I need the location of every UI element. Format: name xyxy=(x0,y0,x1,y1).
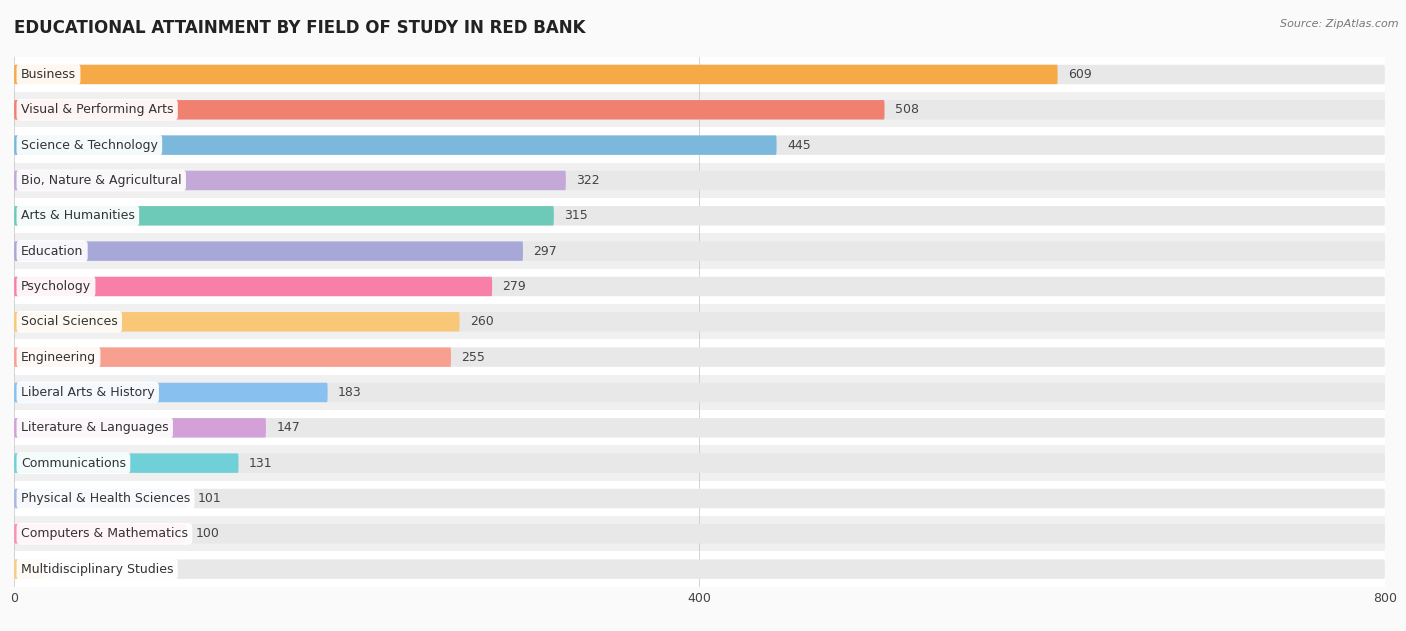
FancyBboxPatch shape xyxy=(14,206,1385,225)
FancyBboxPatch shape xyxy=(14,65,1385,84)
Text: EDUCATIONAL ATTAINMENT BY FIELD OF STUDY IN RED BANK: EDUCATIONAL ATTAINMENT BY FIELD OF STUDY… xyxy=(14,19,585,37)
Text: Education: Education xyxy=(21,245,83,257)
Text: 445: 445 xyxy=(787,139,811,151)
Text: Business: Business xyxy=(21,68,76,81)
FancyBboxPatch shape xyxy=(14,383,328,402)
Text: Visual & Performing Arts: Visual & Performing Arts xyxy=(21,103,173,116)
FancyBboxPatch shape xyxy=(14,136,1385,155)
FancyBboxPatch shape xyxy=(14,206,554,225)
FancyBboxPatch shape xyxy=(14,312,460,331)
FancyBboxPatch shape xyxy=(14,560,45,579)
Text: 279: 279 xyxy=(502,280,526,293)
Text: 101: 101 xyxy=(197,492,221,505)
FancyBboxPatch shape xyxy=(14,560,1385,579)
Bar xyxy=(14,551,1385,587)
FancyBboxPatch shape xyxy=(14,100,884,119)
Text: 131: 131 xyxy=(249,457,273,469)
Text: 297: 297 xyxy=(533,245,557,257)
FancyBboxPatch shape xyxy=(14,383,1385,402)
FancyBboxPatch shape xyxy=(14,312,1385,331)
Text: 100: 100 xyxy=(195,528,219,540)
Bar xyxy=(14,481,1385,516)
Text: Physical & Health Sciences: Physical & Health Sciences xyxy=(21,492,190,505)
Text: 255: 255 xyxy=(461,351,485,363)
Text: Bio, Nature & Agricultural: Bio, Nature & Agricultural xyxy=(21,174,181,187)
Bar xyxy=(14,445,1385,481)
Bar xyxy=(14,127,1385,163)
FancyBboxPatch shape xyxy=(14,171,1385,190)
FancyBboxPatch shape xyxy=(14,348,1385,367)
Text: Social Sciences: Social Sciences xyxy=(21,316,118,328)
Bar xyxy=(14,516,1385,551)
Text: Source: ZipAtlas.com: Source: ZipAtlas.com xyxy=(1281,19,1399,29)
Bar xyxy=(14,57,1385,92)
FancyBboxPatch shape xyxy=(14,418,1385,437)
FancyBboxPatch shape xyxy=(14,136,776,155)
Text: Computers & Mathematics: Computers & Mathematics xyxy=(21,528,188,540)
Text: 609: 609 xyxy=(1069,68,1091,81)
Text: 322: 322 xyxy=(576,174,600,187)
FancyBboxPatch shape xyxy=(14,100,1385,119)
FancyBboxPatch shape xyxy=(14,524,1385,543)
Bar xyxy=(14,375,1385,410)
FancyBboxPatch shape xyxy=(14,277,492,296)
Text: Engineering: Engineering xyxy=(21,351,96,363)
FancyBboxPatch shape xyxy=(14,242,1385,261)
Text: Arts & Humanities: Arts & Humanities xyxy=(21,209,135,222)
FancyBboxPatch shape xyxy=(14,524,186,543)
Bar xyxy=(14,198,1385,233)
Bar xyxy=(14,339,1385,375)
FancyBboxPatch shape xyxy=(14,489,1385,508)
FancyBboxPatch shape xyxy=(14,489,187,508)
Text: 18: 18 xyxy=(55,563,72,575)
Text: Multidisciplinary Studies: Multidisciplinary Studies xyxy=(21,563,173,575)
Text: Science & Technology: Science & Technology xyxy=(21,139,157,151)
FancyBboxPatch shape xyxy=(14,65,1057,84)
FancyBboxPatch shape xyxy=(14,454,239,473)
Bar xyxy=(14,269,1385,304)
FancyBboxPatch shape xyxy=(14,418,266,437)
Text: 315: 315 xyxy=(564,209,588,222)
Bar xyxy=(14,163,1385,198)
FancyBboxPatch shape xyxy=(14,277,1385,296)
Bar xyxy=(14,92,1385,127)
Bar xyxy=(14,233,1385,269)
FancyBboxPatch shape xyxy=(14,454,1385,473)
FancyBboxPatch shape xyxy=(14,348,451,367)
Bar xyxy=(14,410,1385,445)
Bar xyxy=(14,304,1385,339)
Text: 147: 147 xyxy=(276,422,299,434)
Text: 260: 260 xyxy=(470,316,494,328)
FancyBboxPatch shape xyxy=(14,171,565,190)
Text: Literature & Languages: Literature & Languages xyxy=(21,422,169,434)
Text: Communications: Communications xyxy=(21,457,127,469)
Text: 508: 508 xyxy=(894,103,920,116)
Text: Liberal Arts & History: Liberal Arts & History xyxy=(21,386,155,399)
Text: 183: 183 xyxy=(337,386,361,399)
FancyBboxPatch shape xyxy=(14,242,523,261)
Text: Psychology: Psychology xyxy=(21,280,91,293)
